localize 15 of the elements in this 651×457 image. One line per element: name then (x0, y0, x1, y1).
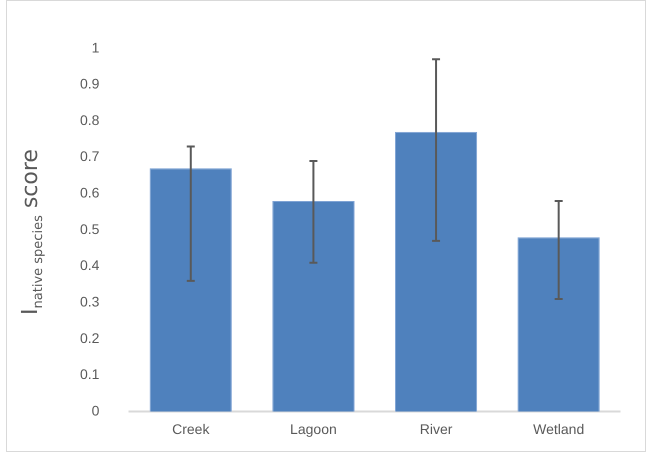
x-tick-label: Lagoon (290, 420, 337, 437)
x-tick-label: Creek (172, 420, 210, 437)
y-tick-label: 0.2 (80, 330, 100, 346)
y-tick-label: 0.4 (80, 257, 100, 274)
y-tick-label: 0.1 (80, 366, 100, 382)
y-tick-label: 0.7 (80, 148, 100, 164)
x-tick-label: River (420, 420, 453, 437)
y-tick-label: 0.6 (80, 184, 100, 201)
y-tick-label: 1 (92, 39, 100, 56)
y-tick-label: 0 (92, 402, 100, 418)
x-tick-label: Wetland (533, 420, 584, 437)
y-tick-label: 0.5 (80, 220, 100, 237)
y-tick-label: 0.9 (80, 76, 100, 92)
y-tick-label: 0.3 (80, 294, 100, 310)
y-tick-label: 0.8 (80, 112, 100, 128)
